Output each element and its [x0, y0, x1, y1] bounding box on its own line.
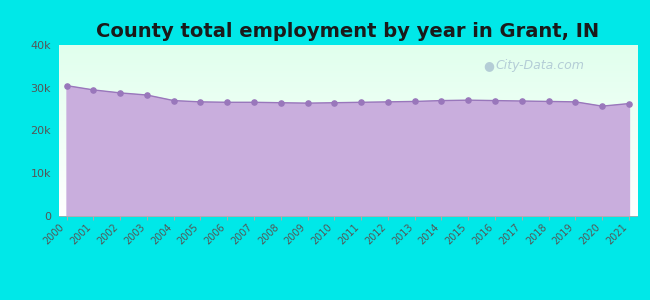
Point: [570, 100, 580, 104]
Point: [463, 98, 473, 103]
Point: [517, 99, 527, 103]
Title: County total employment by year in Grant, IN: County total employment by year in Grant…: [96, 22, 599, 41]
Point: [410, 99, 420, 104]
Point: [249, 100, 259, 105]
Point: [276, 100, 286, 105]
Point: [142, 93, 152, 98]
Point: [436, 98, 447, 103]
Point: [543, 99, 554, 104]
Text: ●: ●: [484, 59, 495, 72]
Point: [490, 98, 501, 103]
Point: [383, 100, 393, 104]
Point: [356, 100, 367, 105]
Point: [329, 100, 339, 105]
Point: [61, 83, 72, 88]
Point: [222, 100, 233, 105]
Point: [168, 98, 179, 103]
Point: [195, 100, 205, 104]
Text: City-Data.com: City-Data.com: [495, 59, 584, 72]
Point: [302, 101, 313, 106]
Point: [88, 88, 99, 92]
Point: [597, 104, 607, 109]
Point: [624, 101, 634, 106]
Point: [115, 91, 125, 95]
